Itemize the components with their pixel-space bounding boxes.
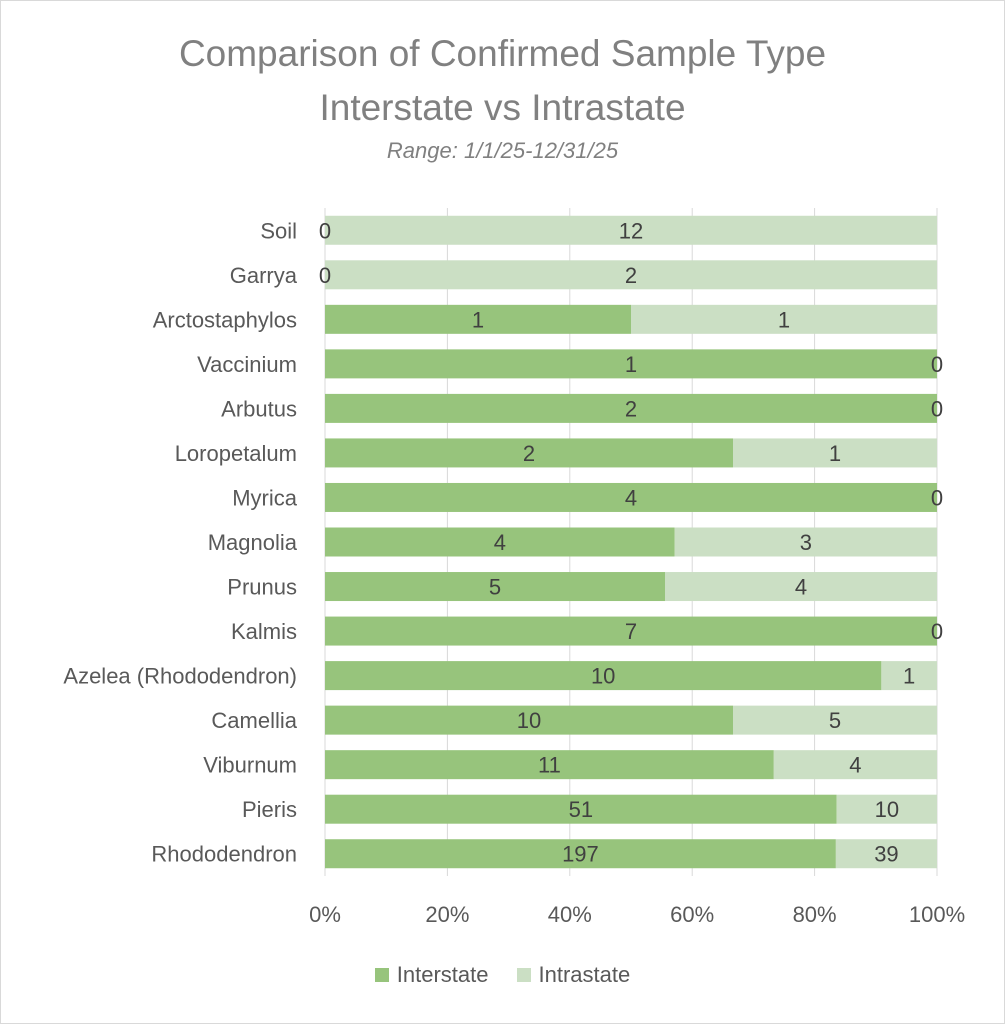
data-label-interstate: 10 [591,664,615,689]
bar-interstate [325,705,733,735]
bar-interstate [325,794,837,824]
data-label-interstate: 10 [517,708,541,733]
legend-label-intrastate: Intrastate [538,962,631,987]
x-tick-label: 60% [670,902,714,927]
y-category-label: Arctostaphylos [153,307,297,332]
bar-intrastate [773,750,937,780]
bar-interstate [325,661,882,691]
data-label-interstate: 2 [523,441,535,466]
data-label-intrastate: 1 [778,307,790,332]
data-label-interstate: 51 [569,797,593,822]
data-label-intrastate: 39 [874,842,898,867]
bar-intrastate [674,527,937,557]
data-label-intrastate: 1 [903,664,915,689]
bar-interstate [325,750,774,780]
x-tick-label: 100% [909,902,965,927]
chart-legend: Interstate Intrastate [0,962,1005,988]
chart-subtitle: Range: 1/1/25-12/31/25 [386,138,619,163]
y-category-label: Arbutus [221,396,297,421]
data-label-intrastate: 1 [829,441,841,466]
y-category-label: Camellia [211,708,297,733]
legend-swatch-interstate [374,968,389,982]
bar-interstate [325,349,937,379]
bar-intrastate [835,839,937,869]
bar-interstate [325,839,836,869]
y-category-label: Loropetalum [175,441,297,466]
x-tick-label: 20% [425,902,469,927]
bar-intrastate [733,705,937,735]
data-label-intrastate: 12 [619,218,643,243]
data-label-interstate: 0 [319,263,331,288]
data-label-interstate: 197 [562,842,599,867]
bar-intrastate [881,661,937,691]
y-category-label: Myrica [232,485,298,510]
y-category-label: Azelea (Rhododendron) [63,664,297,689]
chart-title-line1: Comparison of Confirmed Sample Type [178,33,827,74]
legend-label-interstate: Interstate [396,962,489,987]
y-category-label: Viburnum [203,753,297,778]
data-label-interstate: 2 [625,396,637,421]
data-label-intrastate: 3 [800,530,812,555]
bar-intrastate [325,260,937,290]
x-tick-label: 80% [793,902,837,927]
data-label-interstate: 4 [625,485,637,510]
data-label-intrastate: 10 [875,797,899,822]
data-label-intrastate: 0 [931,352,943,377]
legend-item-interstate: Interstate [374,962,489,988]
data-label-intrastate: 0 [931,619,943,644]
data-label-interstate: 1 [625,352,637,377]
y-category-label: Pieris [242,797,297,822]
bar-intrastate [631,304,937,334]
bar-intrastate [733,438,937,468]
data-label-interstate: 4 [494,530,506,555]
bar-interstate [325,616,937,646]
bar-interstate [325,572,665,602]
x-tick-label: 0% [309,902,341,927]
bar-interstate [325,304,631,334]
y-category-label: Soil [260,218,297,243]
bar-interstate [325,393,937,423]
data-label-intrastate: 5 [829,708,841,733]
data-label-intrastate: 0 [931,396,943,421]
y-category-label: Magnolia [208,530,298,555]
data-label-intrastate: 2 [625,263,637,288]
bar-intrastate [325,215,937,245]
data-label-intrastate: 4 [849,753,861,778]
data-label-intrastate: 4 [795,575,807,600]
y-category-label: Prunus [227,575,297,600]
bar-interstate [325,438,733,468]
data-label-interstate: 1 [472,307,484,332]
data-label-interstate: 5 [489,575,501,600]
data-label-interstate: 0 [319,218,331,243]
legend-item-intrastate: Intrastate [516,962,631,988]
bar-interstate [325,527,675,557]
legend-swatch-intrastate [516,968,531,982]
data-label-interstate: 7 [625,619,637,644]
bar-intrastate [836,794,937,824]
data-label-interstate: 11 [538,753,561,778]
y-category-label: Garrya [230,263,298,288]
y-category-label: Kalmis [231,619,297,644]
x-tick-label: 40% [548,902,592,927]
chart-title-line2: Interstate vs Intrastate [319,87,686,128]
data-label-intrastate: 0 [931,485,943,510]
y-category-label: Rhododendron [151,842,297,867]
bar-interstate [325,482,937,512]
y-category-label: Vaccinium [197,352,297,377]
bar-intrastate [665,572,937,602]
